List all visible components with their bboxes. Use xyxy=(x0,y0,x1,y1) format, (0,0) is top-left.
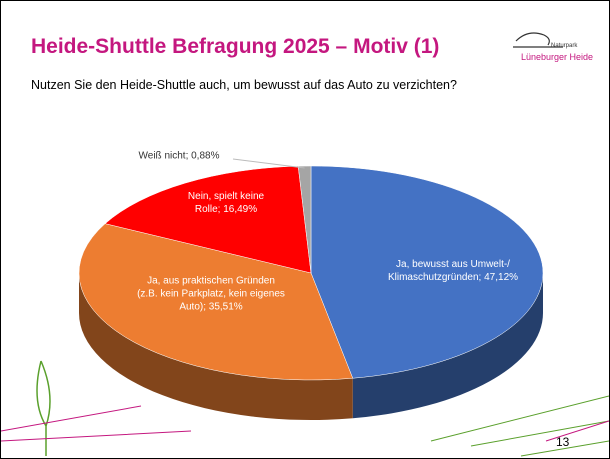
deco-right-lines xyxy=(430,395,609,457)
slice-side xyxy=(352,273,543,419)
logo-icon xyxy=(513,32,563,48)
data-label: Ja, bewusst aus Umwelt-/ Klimaschutzgrün… xyxy=(387,259,519,283)
data-label: Nein, spielt keine Rolle; 16,49% xyxy=(187,191,265,215)
page-number: 13 xyxy=(556,435,570,449)
deco-left-lines xyxy=(1,405,192,442)
logo-line1: Naturpark xyxy=(551,43,578,49)
chart-subtitle: Nutzen Sie den Heide-Shuttle auch, um be… xyxy=(31,78,457,92)
slice xyxy=(297,165,312,274)
data-label: Ja, aus praktischen Gründen (z.B. kein P… xyxy=(137,275,285,313)
slice xyxy=(78,223,354,381)
slice xyxy=(310,165,544,379)
logo-line2: Lüneburger Heide xyxy=(521,52,593,62)
slice-side xyxy=(79,273,353,420)
data-label: Weiß nicht; 0,88% xyxy=(138,150,220,162)
chart-title: Heide-Shuttle Befragung 2025 – Motiv (1) xyxy=(31,35,439,58)
leader-line xyxy=(232,158,305,169)
deco-right-pink xyxy=(545,420,609,442)
slice xyxy=(104,165,312,274)
deco-left xyxy=(36,360,51,456)
